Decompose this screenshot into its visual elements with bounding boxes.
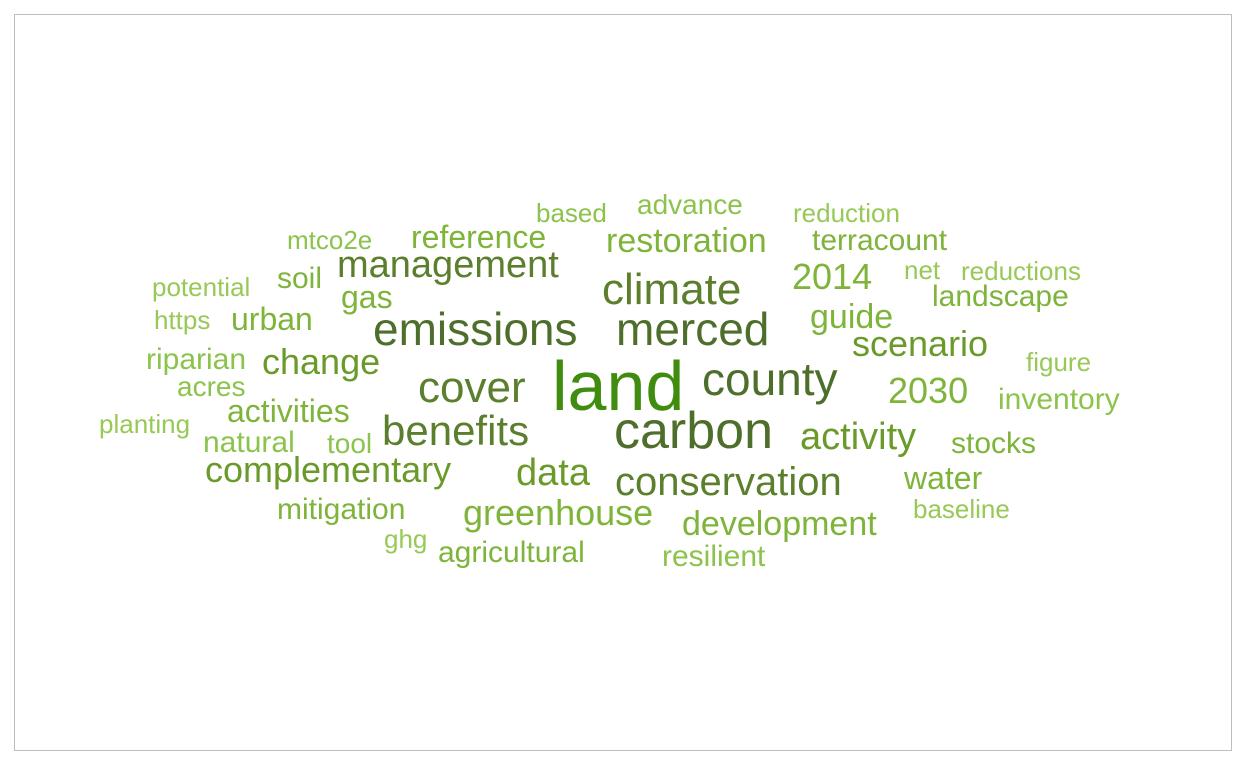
word-stocks: stocks	[951, 427, 1037, 460]
word-cover: cover	[418, 363, 526, 412]
word-https: https	[154, 305, 211, 335]
word-urban: urban	[231, 301, 313, 337]
word-guide: guide	[810, 298, 894, 336]
word-baseline: baseline	[913, 494, 1010, 524]
word-conservation: conservation	[615, 460, 842, 504]
word-agricultural: agricultural	[438, 536, 585, 569]
word-data: data	[516, 452, 590, 494]
word-natural: natural	[203, 426, 295, 459]
word-2030: 2030	[888, 370, 969, 411]
word-management: management	[337, 244, 559, 286]
word-planting: planting	[99, 409, 191, 439]
word-figure: figure	[1026, 347, 1092, 377]
word-water: water	[904, 460, 983, 496]
word-based: based	[536, 198, 607, 228]
cloud-frame	[14, 14, 1232, 751]
word-terracount: terracount	[812, 224, 948, 257]
word-merced: merced	[616, 303, 770, 355]
word-climate: climate	[602, 265, 742, 314]
word-landscape: landscape	[932, 280, 1069, 313]
word-restoration: restoration	[606, 222, 767, 260]
word-resilient: resilient	[662, 540, 766, 573]
word-mitigation: mitigation	[277, 493, 406, 526]
word-activity: activity	[800, 416, 917, 458]
word-reduction: reduction	[793, 198, 900, 228]
word-mtco2e: mtco2e	[287, 225, 373, 255]
word-advance: advance	[637, 189, 743, 220]
word-reference: reference	[411, 219, 547, 255]
word-land: land	[552, 347, 685, 425]
word-soil: soil	[277, 262, 323, 295]
word-development: development	[682, 505, 877, 543]
word-inventory: inventory	[998, 383, 1120, 416]
word-potential: potential	[152, 272, 251, 302]
word-benefits: benefits	[382, 407, 530, 454]
word-activities: activities	[227, 393, 350, 429]
word-acres: acres	[177, 371, 246, 402]
word-gas: gas	[341, 279, 393, 315]
word-net: net	[904, 255, 941, 285]
word-scenario: scenario	[852, 323, 989, 364]
word-greenhouse: greenhouse	[463, 492, 654, 533]
word-riparian: riparian	[146, 343, 247, 376]
word-reductions: reductions	[961, 256, 1081, 286]
word-tool: tool	[327, 428, 373, 459]
word-emissions: emissions	[373, 303, 578, 355]
word-carbon: carbon	[614, 402, 773, 460]
word-change: change	[262, 341, 381, 382]
word-county: county	[702, 353, 838, 405]
word-complementary: complementary	[205, 449, 452, 490]
word-ghg: ghg	[384, 524, 428, 554]
word-2014: 2014	[792, 256, 873, 297]
